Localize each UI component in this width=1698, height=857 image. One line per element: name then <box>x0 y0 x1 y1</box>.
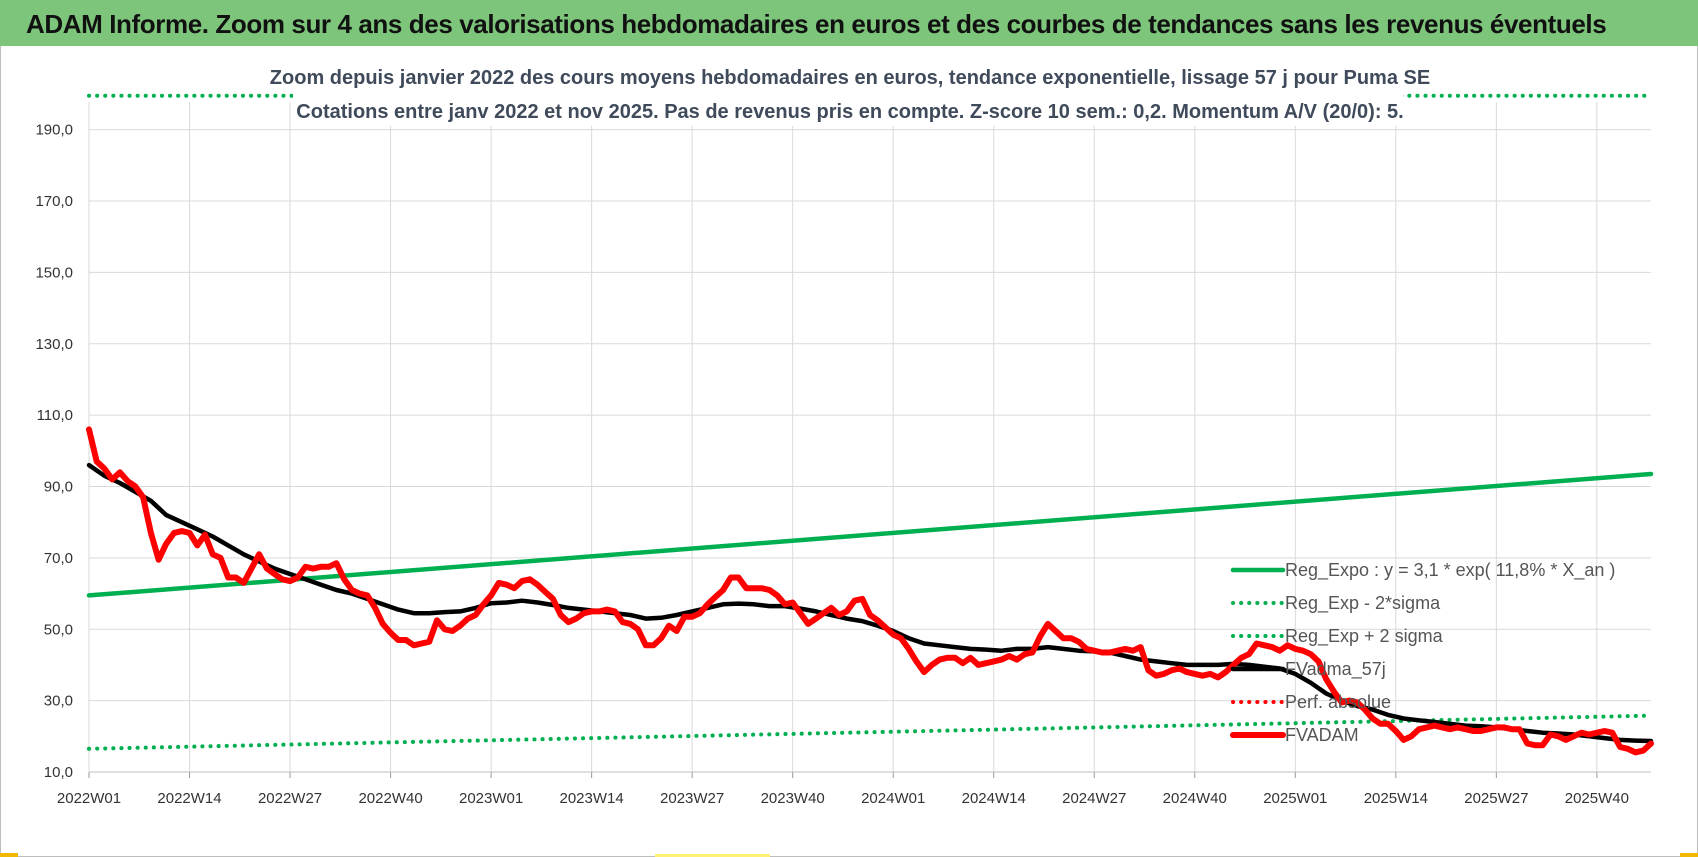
series-line-0 <box>86 471 1654 598</box>
bottom-left-corner-mark <box>0 853 18 857</box>
y-tick-label: 170,0 <box>35 193 73 210</box>
x-tick-label: 2024W14 <box>962 790 1026 807</box>
legend: Reg_Expo : y = 3,1 * exp( 11,8% * X_an )… <box>1230 560 1615 745</box>
legend-label: FVADAM <box>1285 725 1359 745</box>
x-tick-label: 2024W27 <box>1062 790 1126 807</box>
x-tick-label: 2025W40 <box>1565 790 1629 807</box>
series-line-5 <box>86 426 1654 756</box>
report-header: ADAM Informe. Zoom sur 4 ans des valoris… <box>0 0 1698 46</box>
legend-label: Reg_Exp - 2*sigma <box>1285 593 1441 614</box>
x-tick-label: 2023W27 <box>660 790 724 807</box>
x-tick-label: 2023W14 <box>560 790 624 807</box>
y-tick-label: 130,0 <box>35 336 73 353</box>
series-group <box>86 93 1654 756</box>
x-tick-label: 2025W01 <box>1263 790 1327 807</box>
series-line-3 <box>86 462 1654 744</box>
y-tick-label: 90,0 <box>44 479 73 496</box>
x-tick-label: 2023W40 <box>761 790 825 807</box>
y-tick-label: 10,0 <box>44 764 73 781</box>
x-axis: 2022W01 2022W14 2022W27 2022W40 2023W01 2023W… <box>57 771 1651 807</box>
y-tick-label: 70,0 <box>44 550 73 567</box>
chart-subtitle: Cotations entre janv 2022 et nov 2025. P… <box>296 101 1403 123</box>
y-tick-label: 110,0 <box>37 407 73 424</box>
grid <box>88 102 1651 773</box>
x-tick-label: 2025W27 <box>1464 790 1528 807</box>
bottom-center-mark <box>655 854 770 857</box>
y-tick-label: 150,0 <box>35 264 73 281</box>
x-tick-label: 2022W01 <box>57 790 121 807</box>
bottom-right-corner-mark <box>1680 853 1698 857</box>
title-backdrop <box>293 60 1403 126</box>
line-chart: 10,0 30,0 50,0 70,0 90,0 110,0 130,0 150,0 170,0… <box>35 60 1654 807</box>
x-tick-label: 2024W01 <box>861 790 925 807</box>
x-tick-label: 2025W14 <box>1364 790 1428 807</box>
y-tick-label: 50,0 <box>44 621 73 638</box>
series-line-1 <box>87 713 1653 751</box>
legend-label: Perf. absolue <box>1285 692 1391 712</box>
x-tick-label: 2022W27 <box>258 790 322 807</box>
x-tick-label: 2024W40 <box>1163 790 1227 807</box>
chart-title: Zoom depuis janvier 2022 des cours moyen… <box>270 67 1430 89</box>
y-axis: 10,0 30,0 50,0 70,0 90,0 110,0 130,0 150,0 170,0… <box>35 122 73 781</box>
chart-area: 10,0 30,0 50,0 70,0 90,0 110,0 130,0 150,0 170,0… <box>0 46 1698 857</box>
legend-label: FVadma_57j <box>1285 659 1386 680</box>
y-tick-label: 30,0 <box>44 693 73 710</box>
legend-label: Reg_Exp + 2 sigma <box>1285 626 1444 647</box>
x-tick-label: 2022W40 <box>358 790 422 807</box>
x-tick-label: 2022W14 <box>157 790 221 807</box>
x-tick-label: 2023W01 <box>459 790 523 807</box>
y-tick-label: 190,0 <box>35 122 73 139</box>
legend-label: Reg_Expo : y = 3,1 * exp( 11,8% * X_an ) <box>1285 560 1615 581</box>
